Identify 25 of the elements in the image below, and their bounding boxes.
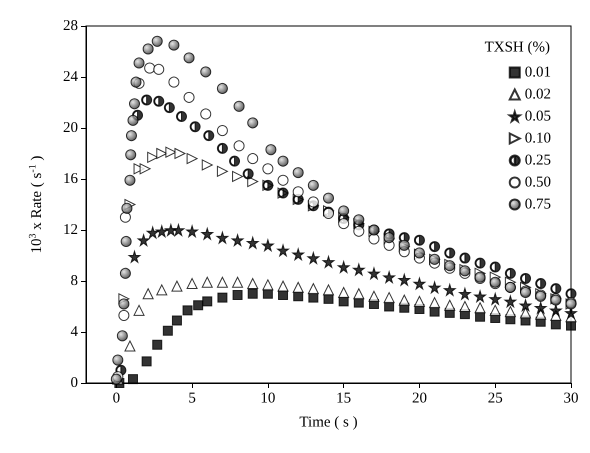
x-tick-label: 20 xyxy=(412,390,427,406)
y-tick-label: 24 xyxy=(63,69,78,85)
y-tick-label: 0 xyxy=(70,375,78,391)
x-tick-label: 30 xyxy=(564,390,578,406)
y-tick-label: 16 xyxy=(63,171,78,187)
legend-label: 0.75 xyxy=(524,196,551,212)
x-tick-label: 15 xyxy=(336,390,352,406)
x-tick-label: 25 xyxy=(488,390,503,406)
legend-title: TXSH (%) xyxy=(484,40,550,56)
y-tick-label: 20 xyxy=(63,120,78,136)
legend-label: 0.05 xyxy=(524,108,551,124)
y-tick-label: 4 xyxy=(70,324,78,340)
legend-label: 0.50 xyxy=(524,174,551,190)
y-axis-title: 103 x Rate ( s-1 ) xyxy=(28,156,45,254)
legend-label: 0.01 xyxy=(524,64,551,80)
y-tick-label: 28 xyxy=(63,18,78,34)
y-tick-label: 8 xyxy=(70,273,78,289)
legend-label: 0.10 xyxy=(524,130,551,146)
x-tick-label: 0 xyxy=(112,390,120,406)
x-tick-label: 10 xyxy=(260,390,276,406)
legend-label: 0.02 xyxy=(524,86,551,102)
y-tick-label: 12 xyxy=(63,222,78,238)
x-axis-title: Time ( s ) xyxy=(299,414,358,430)
legend-label: 0.25 xyxy=(524,152,551,168)
x-tick-label: 5 xyxy=(188,390,196,406)
